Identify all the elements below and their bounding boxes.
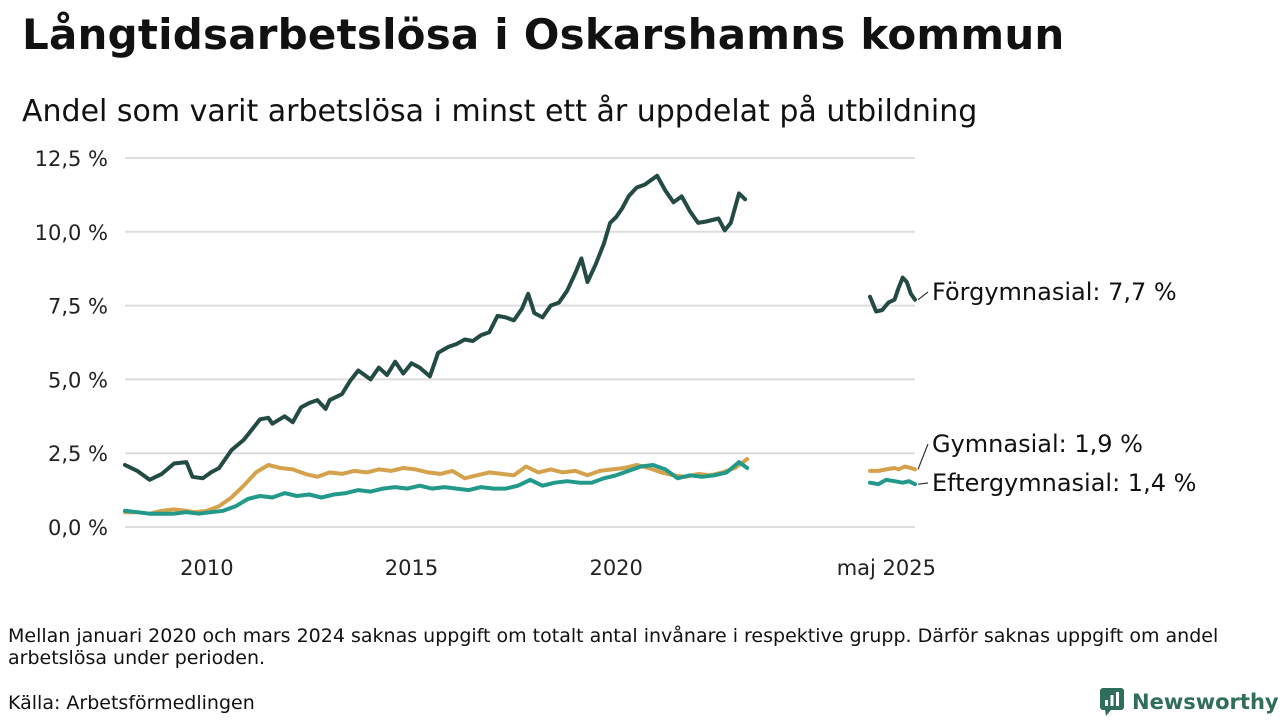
label-connector: [917, 482, 929, 485]
source-credit: Källa: Arbetsförmedlingen: [8, 692, 255, 714]
series-end-label: Förgymnasial: 7,7 %: [932, 278, 1177, 306]
x-tick-label: maj 2025: [837, 556, 936, 580]
series-end-labels: Förgymnasial: 7,7 % Gymnasial: 1,9 % Efter…: [917, 278, 1196, 497]
y-tick-label: 10,0 %: [35, 221, 108, 245]
series-line-0-1: [868, 275, 917, 314]
y-tick-label: 12,5 %: [35, 147, 108, 171]
series-line-1-1: [868, 464, 917, 473]
y-axis: 0,0 % 2,5 % 5,0 % 7,5 % 10,0 % 12,5 %: [35, 147, 108, 540]
gridlines: [125, 157, 915, 528]
brand-name: Newsworthy: [1132, 690, 1279, 714]
footnote: Mellan januari 2020 och mars 2024 saknas…: [8, 625, 1219, 669]
label-connector: [917, 291, 929, 301]
brand-logo[interactable]: Newsworthy: [1099, 686, 1279, 718]
x-axis: 2010 2015 2020 maj 2025: [180, 556, 936, 580]
x-tick-label: 2010: [180, 556, 233, 580]
chart-subtitle: Andel som varit arbetslösa i minst ett å…: [22, 94, 978, 129]
x-tick-label: 2020: [589, 556, 642, 580]
series-end-label: Gymnasial: 1,9 %: [932, 430, 1143, 458]
x-tick-label: 2015: [385, 556, 438, 580]
y-tick-label: 2,5 %: [48, 442, 108, 466]
y-tick-label: 5,0 %: [48, 368, 108, 392]
line-chart: 0,0 %2,5 %5,0 %7,5 %10,0 %12,5 % 2010 201…: [35, 147, 1197, 580]
newsworthy-logo-icon: [1100, 688, 1124, 716]
series-line-2-1: [868, 477, 917, 487]
y-tick-label: 7,5 %: [48, 295, 108, 319]
series-line-2-0: [123, 460, 750, 516]
series-end-label: Eftergymnasial: 1,4 %: [932, 469, 1196, 497]
chart-title: Långtidsarbetslösa i Oskarshamns kommun: [22, 10, 1065, 59]
series-line-0-0: [123, 173, 748, 482]
y-tick-label: 0,0 %: [48, 516, 108, 540]
label-connector: [917, 443, 929, 470]
series-lines: [123, 173, 917, 516]
